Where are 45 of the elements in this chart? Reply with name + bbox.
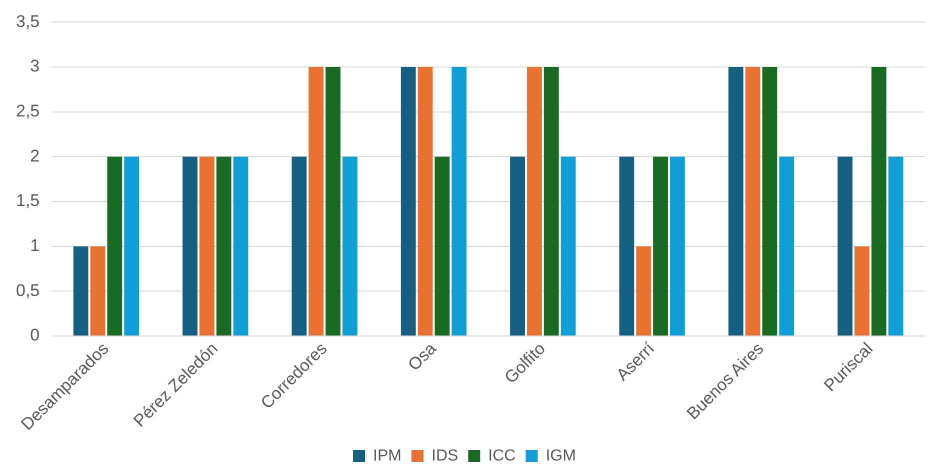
bar bbox=[838, 156, 852, 336]
bar bbox=[308, 67, 324, 336]
bar bbox=[636, 246, 652, 336]
bar bbox=[888, 156, 904, 336]
y-tick-label: 0,5 bbox=[16, 280, 40, 300]
bar bbox=[434, 156, 450, 336]
bar bbox=[544, 67, 559, 336]
x-tick-label: Osa bbox=[404, 338, 440, 374]
bar bbox=[871, 67, 886, 336]
legend-label: IPM bbox=[373, 447, 402, 464]
bar bbox=[526, 67, 542, 336]
bar bbox=[560, 156, 576, 336]
bar bbox=[779, 156, 794, 336]
bar bbox=[670, 156, 685, 336]
bar bbox=[342, 156, 358, 336]
bar bbox=[182, 156, 198, 336]
bar bbox=[854, 246, 870, 336]
bar bbox=[400, 67, 416, 336]
bar bbox=[216, 156, 232, 336]
bar bbox=[292, 156, 307, 336]
bar bbox=[619, 156, 634, 336]
y-tick-label: 1,5 bbox=[16, 191, 40, 210]
y-tick-label: 3,5 bbox=[16, 12, 40, 31]
bar bbox=[233, 156, 248, 336]
bar bbox=[745, 67, 760, 336]
bar bbox=[326, 67, 340, 336]
bar bbox=[728, 67, 744, 336]
bar bbox=[73, 246, 88, 336]
bar bbox=[653, 156, 668, 336]
y-tick-label: 0 bbox=[30, 326, 40, 345]
y-tick-label: 3 bbox=[30, 56, 40, 76]
bar bbox=[199, 156, 214, 336]
bar bbox=[90, 246, 106, 336]
bar bbox=[107, 156, 122, 336]
y-tick-label: 2,5 bbox=[16, 102, 40, 121]
bar bbox=[418, 67, 433, 336]
bar bbox=[452, 67, 467, 336]
legend-label: IDS bbox=[432, 447, 458, 464]
legend-label: IGM bbox=[546, 447, 576, 464]
bar bbox=[124, 156, 140, 336]
legend-label: ICC bbox=[488, 447, 516, 464]
bar bbox=[510, 156, 525, 336]
y-tick-label: 2 bbox=[30, 146, 40, 166]
y-tick-label: 1 bbox=[30, 236, 40, 256]
bar bbox=[762, 67, 778, 336]
